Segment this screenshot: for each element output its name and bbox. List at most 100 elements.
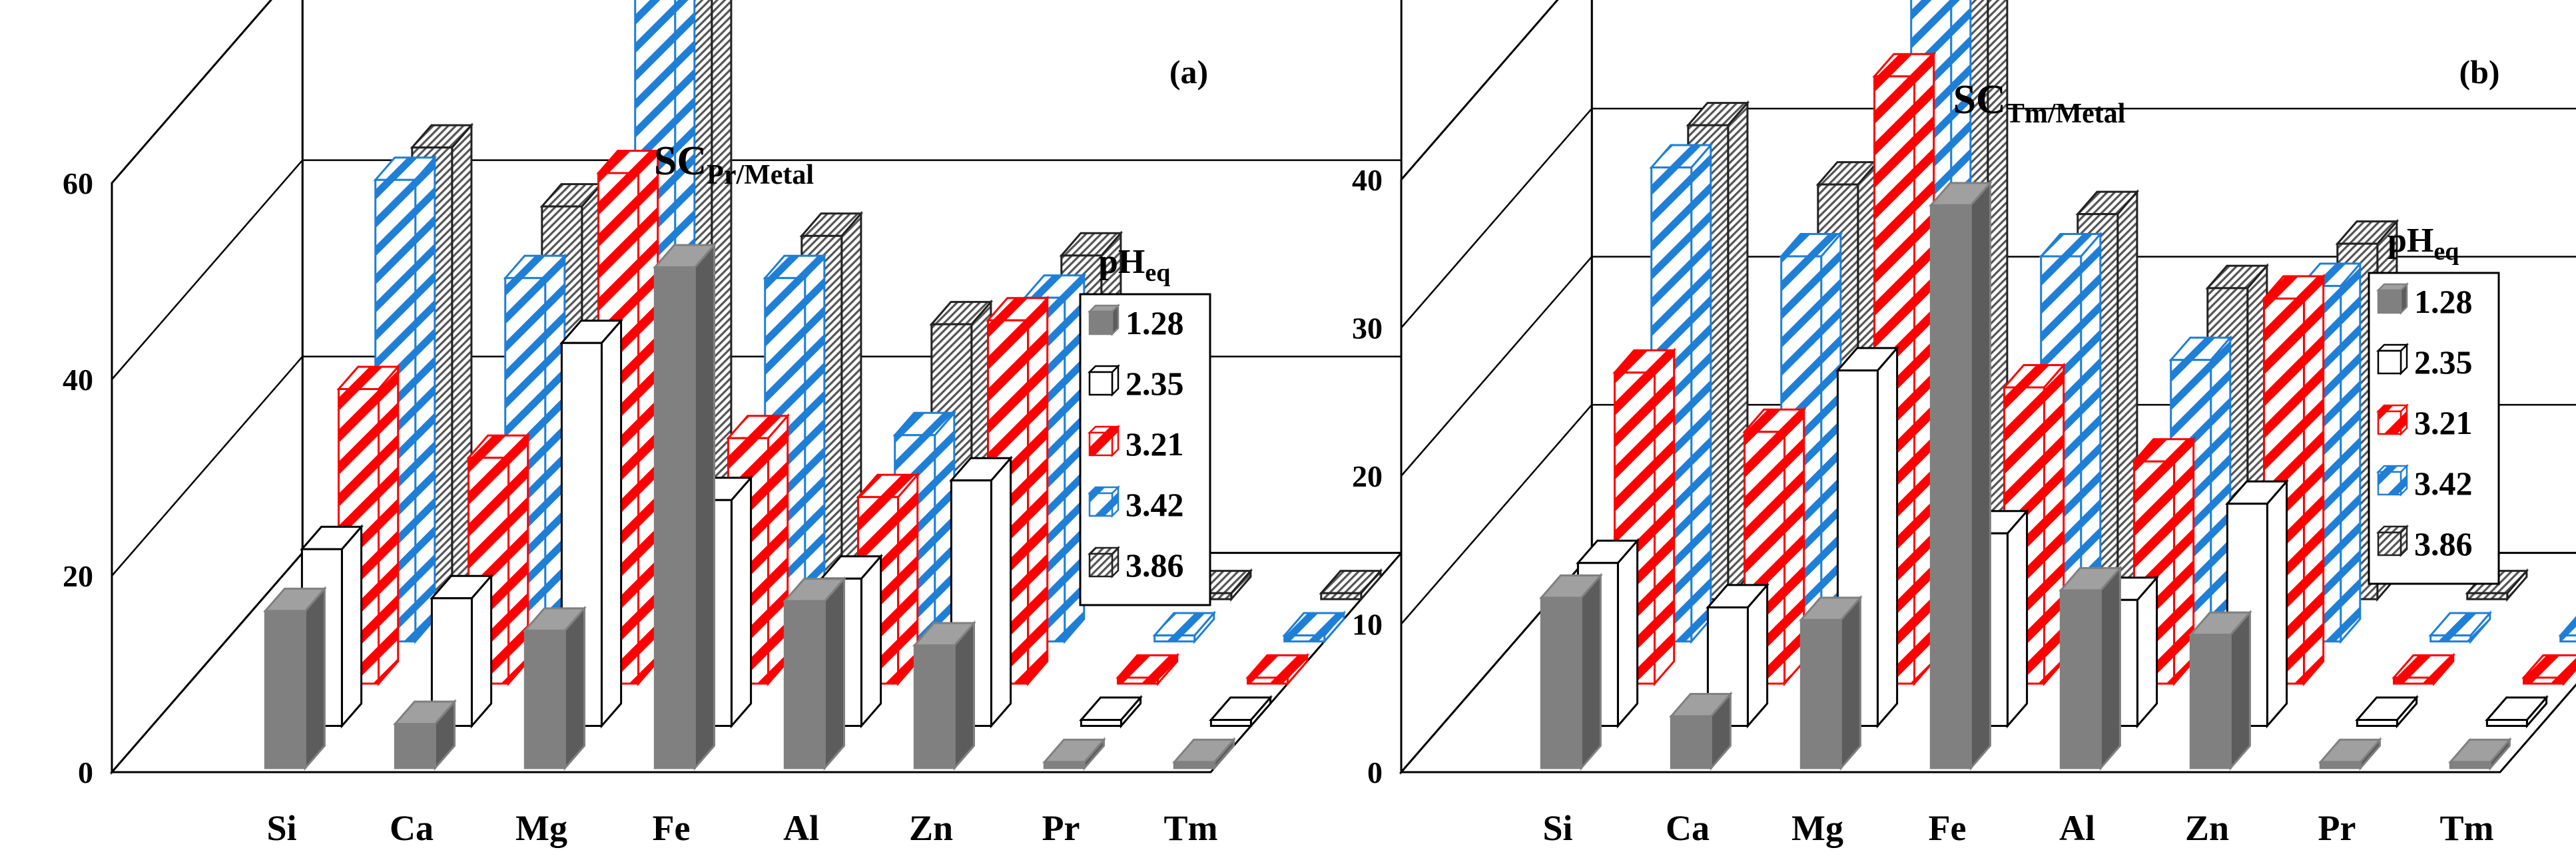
legend-swatch-top <box>2376 525 2410 534</box>
y-tick-label: 40 <box>1352 163 1383 197</box>
bar-1.28-Ca <box>393 698 457 771</box>
bar-2.35-Pr <box>1079 694 1143 729</box>
bar-3.21-Tm <box>2521 654 2576 687</box>
bar-side <box>990 455 1012 729</box>
bar-front <box>2059 589 2102 769</box>
x-tick-label: Mg <box>515 808 567 848</box>
legend-swatch-top <box>2376 283 2410 292</box>
legend-swatch-2.35 <box>1087 363 1121 397</box>
x-tick-label: Pr <box>2318 808 2356 848</box>
legend-label: 1.28 <box>1126 304 1184 341</box>
legend-label: 3.42 <box>1126 486 1184 523</box>
bar-front <box>1043 761 1086 769</box>
bar-side <box>304 586 326 771</box>
bar-side <box>563 605 585 771</box>
legend-title: pHeq <box>1099 243 1170 287</box>
legend-swatch-3.21 <box>1087 424 1121 458</box>
legend-swatch-top <box>1087 486 1121 495</box>
x-tick-label: Zn <box>909 808 953 848</box>
bar-front <box>1799 618 1842 769</box>
legend-swatch-front <box>1088 431 1114 457</box>
y-tick-label: 10 <box>1352 608 1383 642</box>
legend-swatch-top <box>2376 343 2410 352</box>
bar-front <box>2393 676 2435 685</box>
bar-1.28-Si <box>1539 572 1603 771</box>
y-tick-label: 20 <box>1352 459 1383 493</box>
legend-swatch-front <box>1088 492 1114 517</box>
bar-front <box>2319 761 2362 769</box>
bar-1.28-Si <box>263 586 327 771</box>
legend-swatch-3.42 <box>1087 485 1121 519</box>
panel-label: (a) <box>1169 53 1208 91</box>
legend-swatch-top <box>2376 404 2410 413</box>
bar-3.42-Tm <box>2558 616 2576 643</box>
bar-side <box>1580 572 1602 771</box>
gridline <box>111 0 272 184</box>
x-tick-label: Si <box>1542 808 1572 848</box>
bar-side <box>2099 565 2121 771</box>
legend: pHeq 1.28 2.35 3.21 3.42 3.86 <box>2368 222 2500 585</box>
bar-front <box>2429 634 2472 643</box>
legend-swatch-top <box>1087 425 1121 434</box>
x-tick-label: Pr <box>1042 808 1080 848</box>
bar-2.35-Ca <box>430 573 493 729</box>
x-tick-label: Tm <box>1164 808 1218 848</box>
legend-title: pHeq <box>2388 222 2459 266</box>
bar-side <box>1839 594 1861 771</box>
bar-3.21-Ca <box>466 433 530 687</box>
bars <box>1539 0 2576 771</box>
bar-side <box>2006 508 2029 729</box>
gridline <box>1401 256 2576 477</box>
bar-front <box>2449 761 2491 769</box>
legend-swatch-3.86 <box>1087 545 1121 579</box>
bar-3.21-Ca <box>1742 407 1806 687</box>
bar-front <box>1153 634 1196 643</box>
bar-front <box>653 266 696 769</box>
y-tick-label: 30 <box>1352 312 1383 345</box>
bar-front <box>264 610 306 769</box>
x-tick-label: Tm <box>2440 808 2494 848</box>
bar-side <box>2340 260 2362 644</box>
legend-label: 3.86 <box>2414 525 2473 562</box>
bar-side <box>1027 295 1049 687</box>
bar-1.28-Pr <box>2318 737 2382 771</box>
y-tick-label: 20 <box>63 559 93 593</box>
legend-swatch-front <box>2377 289 2402 314</box>
bar-side <box>693 242 715 771</box>
x-tick-label: Ca <box>390 808 434 848</box>
y-tick-label: 60 <box>63 166 93 200</box>
legend-label: 3.21 <box>2414 404 2473 441</box>
bar-3.21-Tm <box>1245 652 1309 687</box>
legend-label: 2.35 <box>1126 365 1184 402</box>
bar-front <box>523 629 566 769</box>
bar-side <box>2229 610 2251 771</box>
legend-swatch-front <box>1088 552 1114 578</box>
bar-side <box>1690 142 1712 644</box>
bar-side <box>414 154 436 644</box>
bar-3.42-Pr <box>1152 610 1217 644</box>
legend-swatch-front <box>1088 310 1114 335</box>
x-tick-label: Fe <box>1929 808 1967 848</box>
bar-top <box>2558 616 2576 637</box>
bar-side <box>1969 180 1991 771</box>
y-tick-label: 0 <box>1367 756 1383 789</box>
gridline <box>111 159 1402 380</box>
chart-panel-b: 0 10 20 30 40 Si Ca Mg Fe Al Zn Pr Tm SCTm/Metal (b) pH… <box>1352 0 2576 848</box>
bar-2.35-Tm <box>1209 694 1273 729</box>
legend-swatch-1.28 <box>2376 282 2410 316</box>
legend-swatch-front <box>1088 371 1114 396</box>
bar-side <box>1876 345 1899 729</box>
bar-side <box>2136 574 2158 729</box>
bar-front <box>430 597 473 727</box>
legend-swatch-top <box>1087 304 1121 313</box>
bar-side <box>860 553 882 729</box>
chart-title: SCPr/Metal <box>654 138 814 190</box>
panel-label: (b) <box>2459 53 2499 91</box>
bar-side <box>730 475 753 729</box>
bar-3.21-Pr <box>2392 652 2455 687</box>
legend-swatch-front <box>2377 531 2402 556</box>
x-tick-label: Al <box>2059 808 2095 848</box>
legend-swatch-front <box>2377 410 2402 435</box>
gridline <box>1401 0 1559 180</box>
legend-swatch-top <box>1087 546 1121 555</box>
